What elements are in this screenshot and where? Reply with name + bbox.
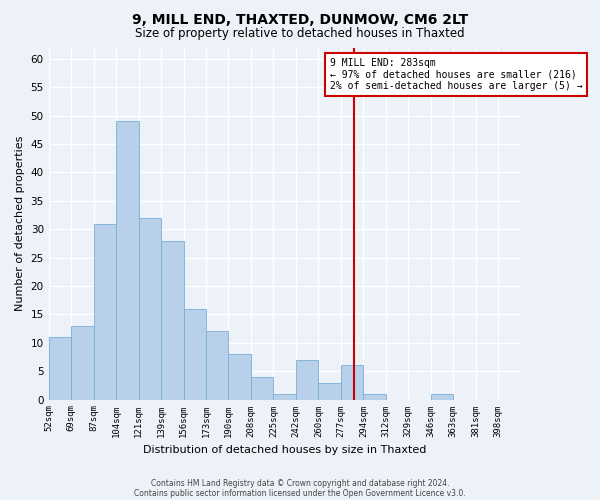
Bar (341, 366, 364, 400)
Bar (161, 240, 184, 400)
Bar (184, 308, 206, 400)
Bar (296, 360, 319, 400)
Bar (251, 377, 274, 400)
Text: Contains public sector information licensed under the Open Government Licence v3: Contains public sector information licen… (134, 488, 466, 498)
Text: 9, MILL END, THAXTED, DUNMOW, CM6 2LT: 9, MILL END, THAXTED, DUNMOW, CM6 2LT (132, 12, 468, 26)
Bar (71, 326, 94, 400)
Bar (139, 218, 161, 400)
Bar (206, 332, 229, 400)
Text: Contains HM Land Registry data © Crown copyright and database right 2024.: Contains HM Land Registry data © Crown c… (151, 478, 449, 488)
Bar (94, 224, 116, 400)
X-axis label: Distribution of detached houses by size in Thaxted: Distribution of detached houses by size … (143, 445, 427, 455)
Bar (319, 382, 341, 400)
Text: 9 MILL END: 283sqm
← 97% of detached houses are smaller (216)
2% of semi-detache: 9 MILL END: 283sqm ← 97% of detached hou… (329, 58, 582, 92)
Bar (49, 337, 71, 400)
Bar (274, 394, 296, 400)
Text: Size of property relative to detached houses in Thaxted: Size of property relative to detached ho… (135, 28, 465, 40)
Bar (116, 122, 139, 400)
Bar (229, 354, 251, 400)
Bar (364, 394, 386, 400)
Bar (431, 394, 453, 400)
Y-axis label: Number of detached properties: Number of detached properties (15, 136, 25, 311)
